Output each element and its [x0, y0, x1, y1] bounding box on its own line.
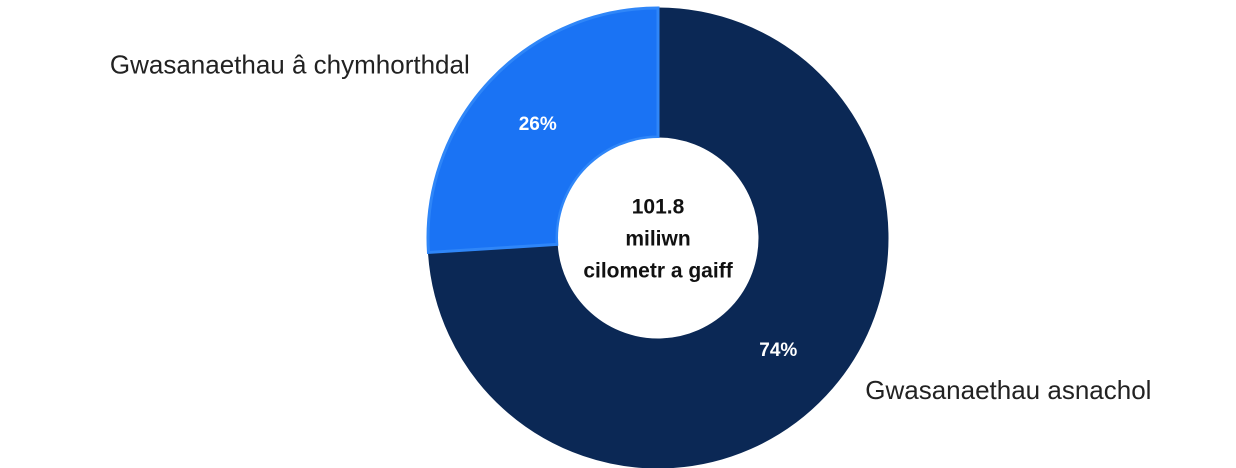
center-label: miliwn [625, 228, 690, 251]
value-label: 26% [519, 114, 557, 135]
donut-slice [427, 7, 889, 468]
category-label: Gwasanaethau â chymhorthdal [110, 50, 470, 80]
category-label: Gwasanaethau asnachol [865, 375, 1151, 405]
donut-hole [558, 138, 758, 338]
center-label: 101.8 [632, 196, 685, 219]
value-label: 74% [759, 340, 797, 361]
donut-slice [426, 6, 660, 255]
center-label: cilometr a gaiff [583, 260, 733, 283]
